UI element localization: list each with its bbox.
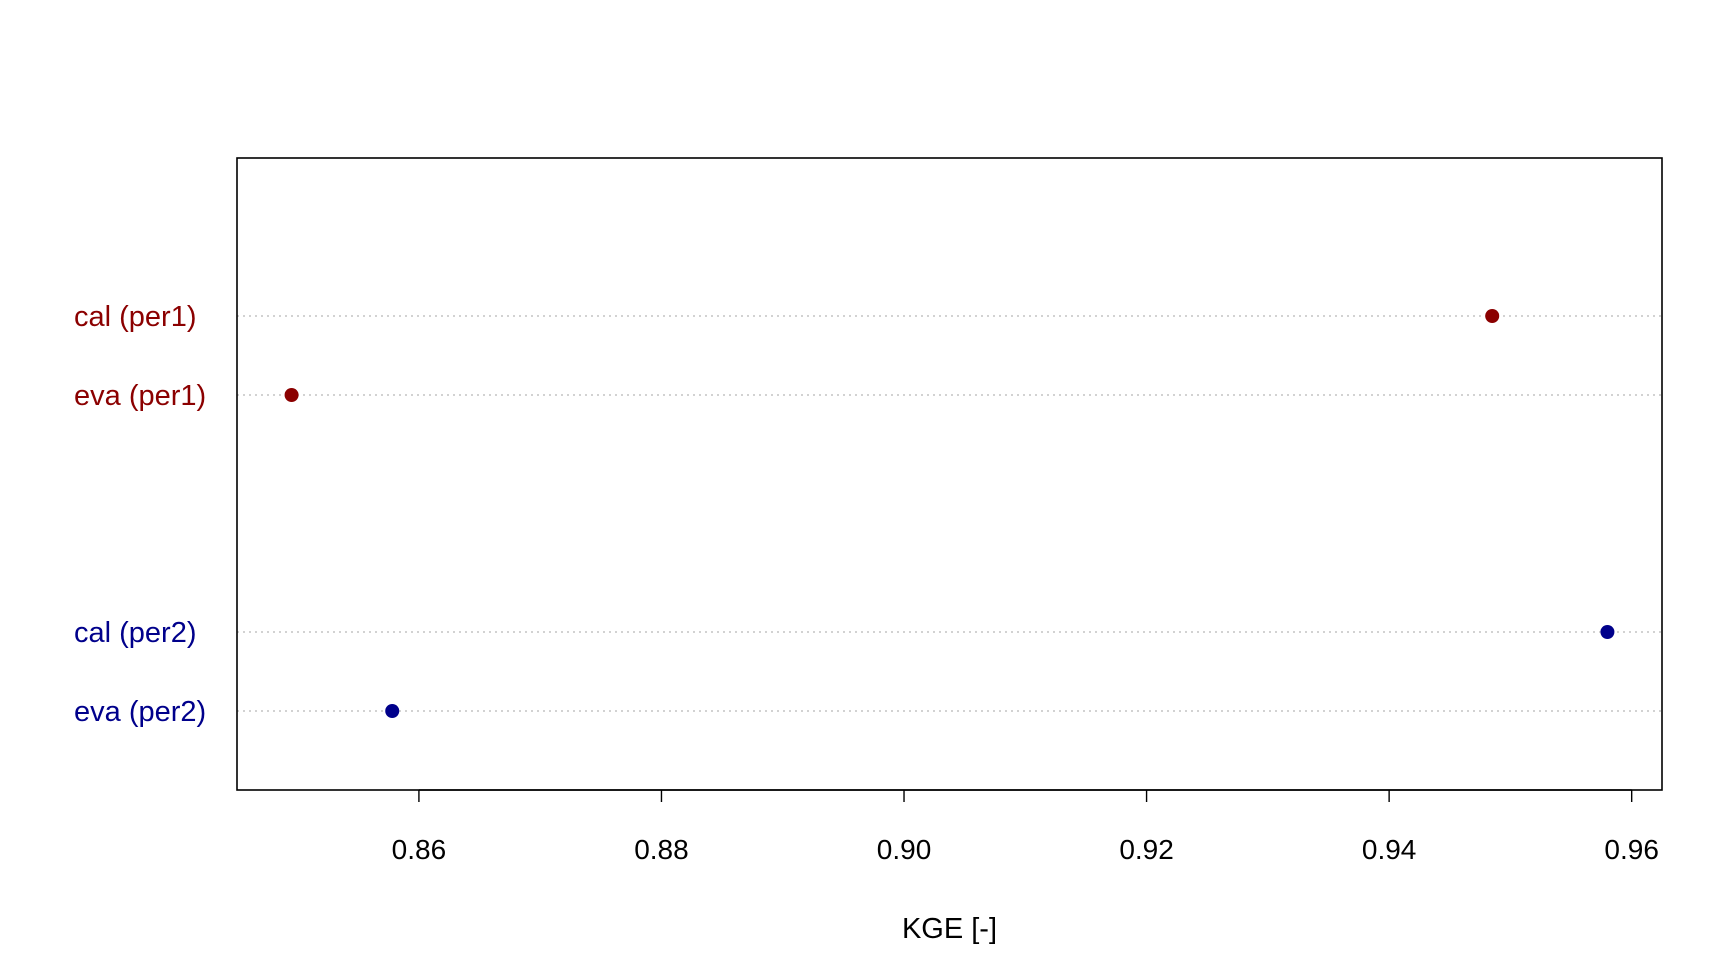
plot-frame [236, 157, 1663, 791]
x-tick-label: 0.86 [392, 834, 447, 865]
data-point [284, 388, 299, 402]
category-label: eva (per1) [74, 380, 206, 412]
category-label: cal (per2) [74, 617, 197, 649]
data-point [385, 704, 400, 718]
guide-lines [237, 315, 1662, 712]
x-tick-label: 0.96 [1604, 834, 1659, 865]
x-tick-label: 0.92 [1119, 834, 1174, 865]
x-axis-title: KGE [-] [902, 913, 997, 945]
category-label: cal (per1) [74, 301, 197, 333]
data-point [1600, 625, 1615, 639]
data-point [1485, 309, 1500, 323]
x-tick-label: 0.94 [1362, 834, 1417, 865]
category-label: eva (per2) [74, 696, 206, 728]
x-axis: 0.86 0.88 0.90 0.92 0.94 0.96 [392, 789, 1659, 865]
category-labels: cal (per1) eva (per1) cal (per2) eva (per2) [74, 301, 206, 728]
x-tick-label: 0.88 [634, 834, 689, 865]
data-points [284, 309, 1615, 718]
x-tick-label: 0.90 [877, 834, 932, 865]
